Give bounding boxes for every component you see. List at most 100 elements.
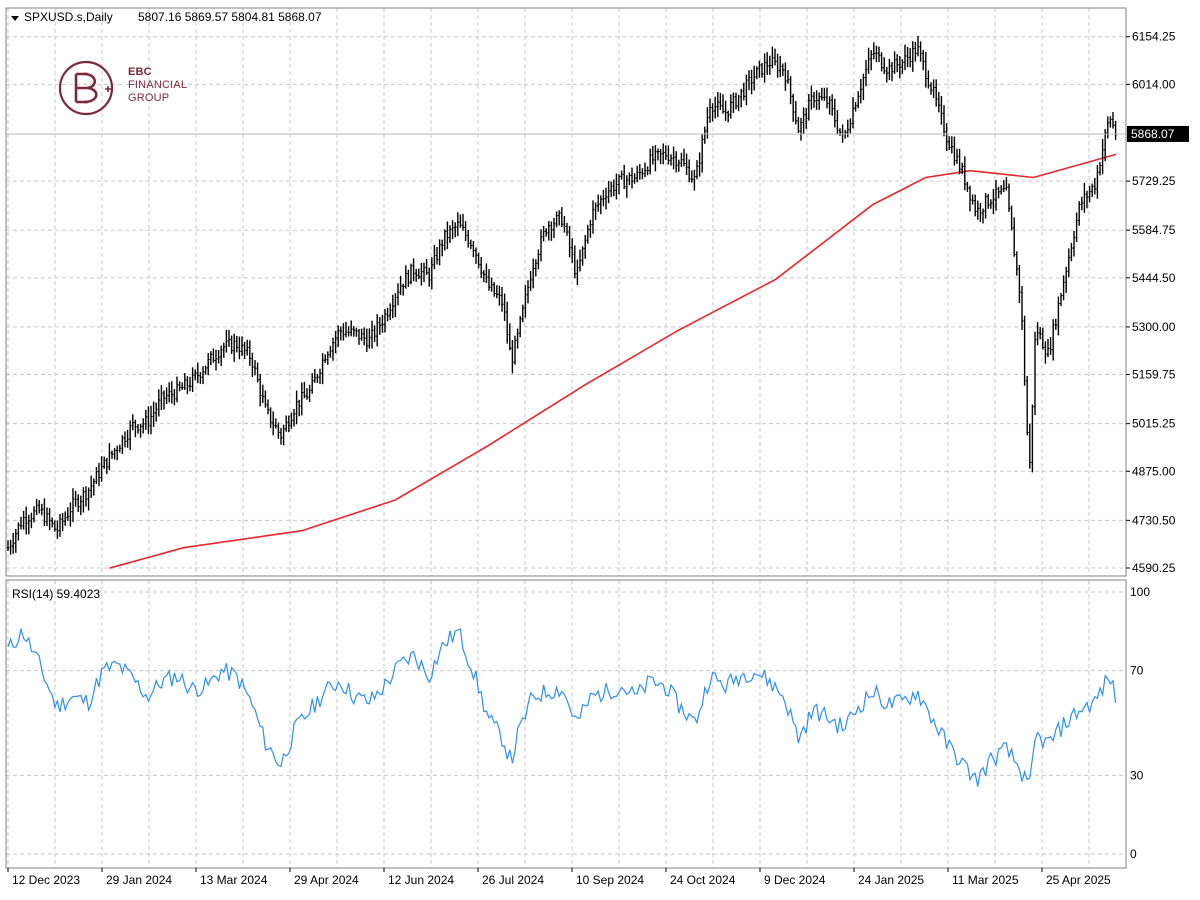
current-price-badge [1127,125,1189,142]
price-bar [123,431,127,448]
price-bar [100,456,103,482]
price-bar [877,46,881,63]
price-bar [649,148,652,175]
price-bar [706,107,709,139]
price-bar [784,62,787,91]
price-bar [659,148,662,165]
logo-line-2: FINANCIAL [128,79,188,91]
time-tick-label: 29 Apr 2024 [294,873,359,887]
price-bar [303,381,306,399]
price-bar [935,79,938,107]
price-bar [545,228,548,237]
price-bar [758,60,761,78]
price-bar [555,211,558,228]
price-bar [708,98,712,123]
price-bar [576,259,579,285]
price-bar [961,162,964,174]
price-bar [703,126,706,144]
price-bar [628,172,631,186]
price-bar [815,90,818,110]
price-bar [469,239,472,250]
price-bar [992,188,995,215]
price-bar [131,414,134,431]
price-bar [1046,338,1050,358]
price-bar [581,246,584,266]
price-bar [495,285,498,299]
price-bar [727,110,730,123]
price-bar [222,342,225,358]
price-bar [953,136,956,166]
price-bar [313,369,316,383]
price-bar [1096,164,1099,199]
price-bar [485,263,488,284]
rsi-line [7,628,1117,787]
price-bar [664,145,667,160]
price-bar [79,495,82,516]
price-bar [337,325,340,347]
price-bar [677,159,680,172]
price-bar [352,326,355,337]
price-bar [490,277,493,292]
price-bar [1078,201,1081,226]
price-bar [732,92,735,114]
price-bar [95,467,98,484]
price-bar [477,252,480,269]
price-bar [1005,177,1008,191]
price-bar [560,207,563,228]
rsi-series-line [7,628,1117,787]
price-bar [261,384,264,404]
price-bar [862,73,865,101]
price-bar [1111,111,1115,129]
price-bar [898,55,901,79]
price-bar [347,326,350,337]
logo-line-3: GROUP [128,92,170,104]
price-bar [360,328,363,341]
price-bar [1023,315,1026,386]
price-bar [922,49,925,71]
price-bar [201,366,205,385]
price-bar [74,490,77,507]
price-bar [227,329,231,347]
rsi-tick-label: 70 [1130,664,1144,678]
price-bar [552,217,556,239]
price-bar [654,145,657,172]
price-bar [77,494,80,513]
price-bar [45,507,49,526]
price-bar [238,336,241,360]
price-bar [168,382,171,403]
price-bar [40,503,43,516]
price-bar [183,373,186,390]
price-bar [209,351,212,366]
price-bar [1054,318,1057,330]
price-bar [916,35,920,57]
price-bar [711,103,714,122]
price-bar [1026,375,1029,436]
time-tick-label: 9 Dec 2024 [764,873,826,887]
price-bar [259,373,262,407]
price-bar [389,303,392,320]
price-bar [454,222,457,238]
price-bar [812,91,816,108]
price-tick-label: 6154.25 [1132,30,1176,44]
price-bar [292,408,296,427]
logo-line-1: EBC [128,66,152,78]
price-bar [92,478,95,496]
price-bar [256,362,259,383]
price-bar [350,320,353,337]
price-bar [802,107,805,134]
price-bar [1039,326,1042,340]
price-bar [311,373,314,394]
price-bar [729,94,732,119]
price-bar [966,181,969,192]
chevron-down-icon[interactable] [11,16,19,21]
price-bar [25,506,28,535]
time-tick-label: 12 Jun 2024 [388,873,454,887]
price-bar [329,345,332,358]
price-bar [534,259,537,277]
price-bar [768,55,771,75]
time-tick-label: 24 Jan 2025 [858,873,924,887]
price-bar [929,82,933,95]
price-bar [688,159,691,183]
price-bar [932,79,935,98]
price-bar [537,249,540,270]
